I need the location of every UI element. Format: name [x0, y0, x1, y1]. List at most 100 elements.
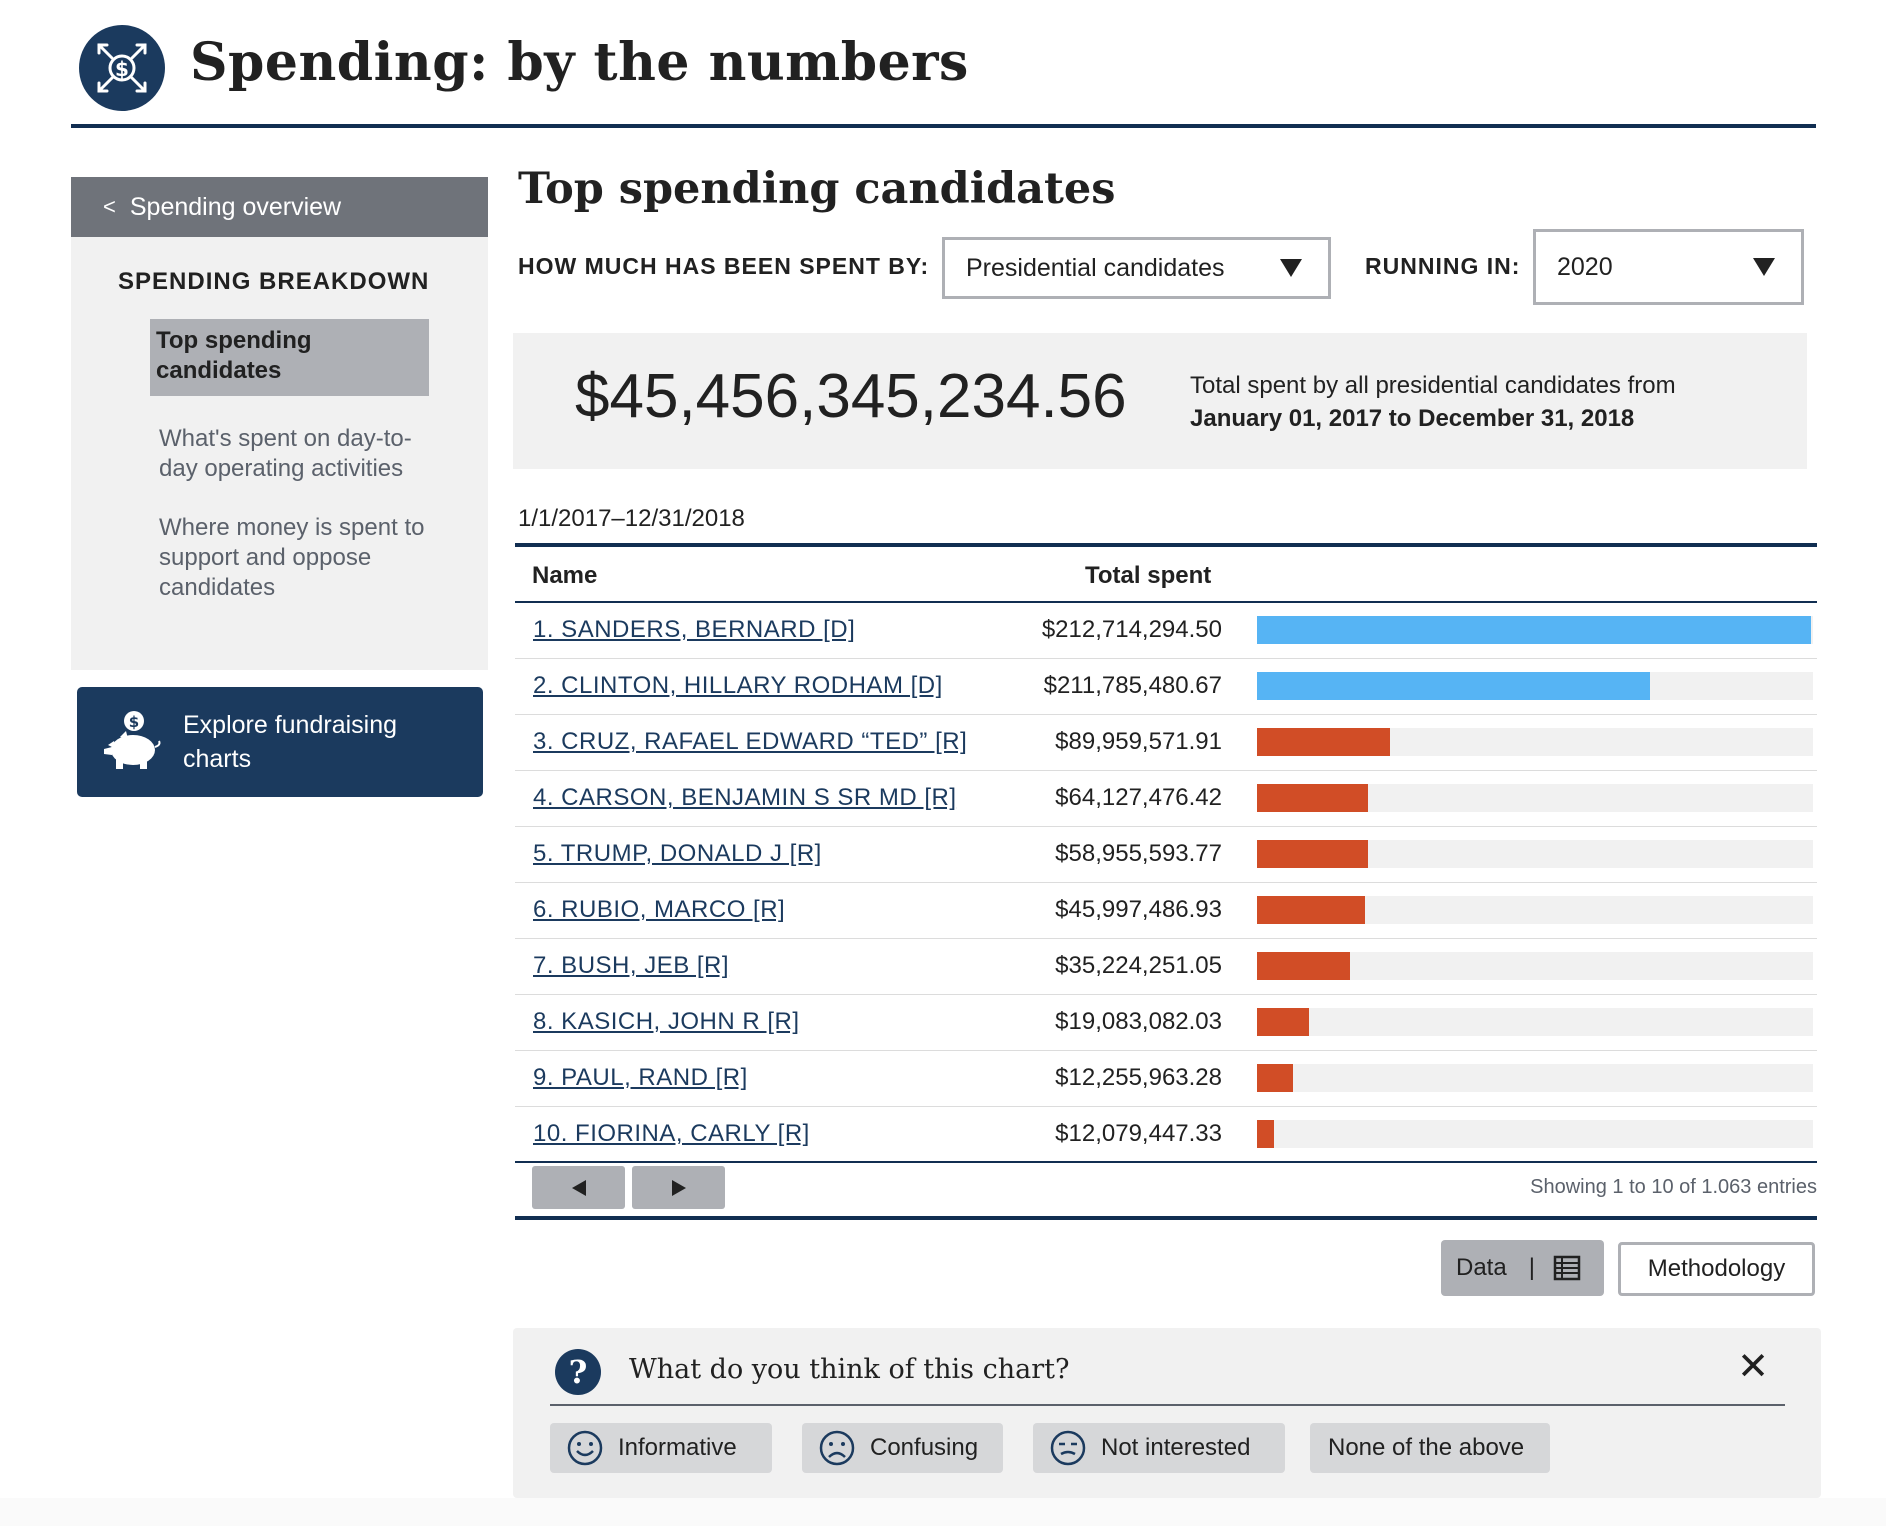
- data-button[interactable]: Data |: [1441, 1240, 1604, 1296]
- date-range: 1/1/2017–12/31/2018: [518, 505, 745, 532]
- table-row: 4. CARSON, BENJAMIN S SR MD [R] $64,127,4…: [515, 771, 1817, 827]
- total-description-dates: January 01, 2017 to December 31, 2018: [1190, 405, 1635, 432]
- table-row: 5. TRUMP, DONALD J [R] $58,955,593.77: [515, 827, 1817, 883]
- explore-fundraising-button[interactable]: $ Explore fundraising charts: [77, 687, 483, 797]
- sidebar-item-top-spending[interactable]: Top spending candidates: [150, 319, 429, 396]
- feedback-informative-label: Informative: [618, 1434, 737, 1461]
- site-header: $ Spending: by the numbers: [71, 0, 1816, 128]
- candidate-name-link[interactable]: 5. TRUMP, DONALD J [R]: [533, 840, 822, 867]
- table-icon: [1553, 1255, 1581, 1281]
- spending-bar: [1257, 1064, 1293, 1092]
- spending-bar: [1257, 952, 1350, 980]
- triangle-right-icon: [671, 1179, 686, 1196]
- feedback-panel: ? What do you think of this chart? ✕ Inf…: [513, 1328, 1821, 1498]
- spending-bar-track: [1257, 616, 1813, 644]
- total-spent-value: $58,955,593.77: [1055, 840, 1222, 867]
- page-bottom-edge: [0, 1498, 1886, 1526]
- spent-by-select[interactable]: Presidential candidates: [942, 237, 1331, 299]
- candidate-name-link[interactable]: 1. SANDERS, BERNARD [D]: [533, 616, 856, 643]
- svg-text:$: $: [129, 713, 139, 731]
- spending-overview-back-link[interactable]: < Spending overview: [71, 177, 488, 237]
- spending-bar-track: [1257, 1120, 1813, 1148]
- spending-bar-track: [1257, 952, 1813, 980]
- feedback-confusing-button[interactable]: Confusing: [802, 1423, 1003, 1473]
- total-spent-value: $89,959,571.91: [1055, 728, 1222, 755]
- feedback-none-button[interactable]: None of the above: [1310, 1423, 1550, 1473]
- candidate-name-link[interactable]: 7. BUSH, JEB [R]: [533, 952, 730, 979]
- total-spent-value: $64,127,476.42: [1055, 784, 1222, 811]
- smile-icon: [567, 1430, 603, 1466]
- column-header-total: Total spent: [1085, 562, 1212, 589]
- candidate-name-link[interactable]: 9. PAUL, RAND [R]: [533, 1064, 748, 1091]
- feedback-not-interested-button[interactable]: Not interested: [1033, 1423, 1285, 1473]
- page-header-title: Spending: by the numbers: [190, 32, 969, 93]
- table-row: 8. KASICH, JOHN R [R] $19,083,082.03: [515, 995, 1817, 1051]
- feedback-question: What do you think of this chart?: [629, 1354, 1070, 1385]
- spending-bar-track: [1257, 896, 1813, 924]
- spending-bar: [1257, 1120, 1274, 1148]
- next-page-button[interactable]: [632, 1166, 725, 1209]
- spent-by-label: HOW MUCH HAS BEEN SPENT BY:: [518, 253, 930, 279]
- back-link-label: Spending overview: [129, 192, 342, 221]
- total-spent-value: $12,255,963.28: [1055, 1064, 1222, 1091]
- feedback-none-label: None of the above: [1328, 1434, 1525, 1461]
- spending-bar: [1257, 840, 1368, 868]
- sidebar: < Spending overview SPENDING BREAKDOWN T…: [71, 177, 488, 670]
- previous-page-button[interactable]: [532, 1166, 625, 1209]
- spending-bar-track: [1257, 840, 1813, 868]
- spending-bar: [1257, 1008, 1309, 1036]
- spending-bar: [1257, 728, 1390, 756]
- spending-bar: [1257, 896, 1365, 924]
- total-description: Total spent by all presidential candidat…: [1190, 369, 1676, 435]
- spending-bar: [1257, 784, 1368, 812]
- spending-bar: [1257, 672, 1650, 700]
- table-pagination: Showing 1 to 10 of 1.063 entries: [515, 1160, 1817, 1220]
- feedback-informative-button[interactable]: Informative: [550, 1423, 772, 1473]
- svg-text:$: $: [115, 57, 129, 81]
- piggy-bank-icon: $: [102, 709, 162, 771]
- total-amount: $45,456,345,234.56: [575, 362, 1127, 431]
- spending-bar-track: [1257, 672, 1813, 700]
- dollar-arrows-icon: $: [79, 25, 165, 111]
- feedback-confusing-label: Confusing: [870, 1434, 979, 1461]
- sidebar-item-operating-activities[interactable]: What's spent on day-to-day operating act…: [159, 425, 412, 482]
- candidate-name-link[interactable]: 10. FIORINA, CARLY [R]: [533, 1120, 810, 1147]
- feedback-divider: [550, 1404, 1785, 1406]
- neutral-face-icon: [1050, 1430, 1086, 1466]
- total-spent-value: $211,785,480.67: [1043, 672, 1222, 699]
- table-row: 6. RUBIO, MARCO [R] $45,997,486.93: [515, 883, 1817, 939]
- spending-bar-track: [1257, 728, 1813, 756]
- data-button-separator: |: [1528, 1254, 1535, 1281]
- table-row: 2. CLINTON, HILLARY RODHAM [D] $211,785,4…: [515, 659, 1817, 715]
- page-title: Top spending candidates: [518, 164, 1116, 214]
- spending-bar-track: [1257, 1008, 1813, 1036]
- running-in-label: RUNNING IN:: [1365, 253, 1521, 279]
- sidebar-item-support-oppose[interactable]: Where money is spent to support and oppo…: [159, 514, 425, 601]
- running-in-select[interactable]: 2020: [1533, 229, 1804, 305]
- table-row: 9. PAUL, RAND [R] $12,255,963.28: [515, 1051, 1817, 1107]
- spending-bar-track: [1257, 1064, 1813, 1092]
- table-row: 3. CRUZ, RAFAEL EDWARD “TED” [R] $89,959,…: [515, 715, 1817, 771]
- candidate-name-link[interactable]: 6. RUBIO, MARCO [R]: [533, 896, 786, 923]
- caret-down-icon: [1753, 258, 1775, 276]
- triangle-left-icon: [571, 1179, 586, 1196]
- close-icon[interactable]: ✕: [1737, 1346, 1769, 1388]
- explore-fundraising-label: Explore fundraising charts: [183, 711, 398, 773]
- question-icon: ?: [555, 1349, 601, 1395]
- candidate-name-link[interactable]: 4. CARSON, BENJAMIN S SR MD [R]: [533, 784, 957, 811]
- entries-count: Showing 1 to 10 of 1.063 entries: [1530, 1176, 1817, 1198]
- methodology-button[interactable]: Methodology: [1618, 1242, 1815, 1296]
- table-row: 7. BUSH, JEB [R] $35,224,251.05: [515, 939, 1817, 995]
- spent-by-value: Presidential candidates: [966, 253, 1225, 282]
- table-row: 1. SANDERS, BERNARD [D] $212,714,294.50: [515, 603, 1817, 659]
- candidate-name-link[interactable]: 3. CRUZ, RAFAEL EDWARD “TED” [R]: [533, 728, 968, 755]
- table-header: Name Total spent: [515, 547, 1817, 603]
- candidate-name-link[interactable]: 8. KASICH, JOHN R [R]: [533, 1008, 800, 1035]
- frown-icon: [819, 1430, 855, 1466]
- total-spent-value: $212,714,294.50: [1041, 616, 1222, 643]
- candidate-name-link[interactable]: 2. CLINTON, HILLARY RODHAM [D]: [533, 672, 943, 699]
- total-spent-value: $19,083,082.03: [1055, 1008, 1222, 1035]
- candidates-table: Name Total spent 1. SANDERS, BERNARD [D]…: [515, 543, 1817, 1163]
- sidebar-heading: SPENDING BREAKDOWN: [118, 268, 430, 295]
- total-summary: $45,456,345,234.56 Total spent by all pr…: [513, 333, 1807, 469]
